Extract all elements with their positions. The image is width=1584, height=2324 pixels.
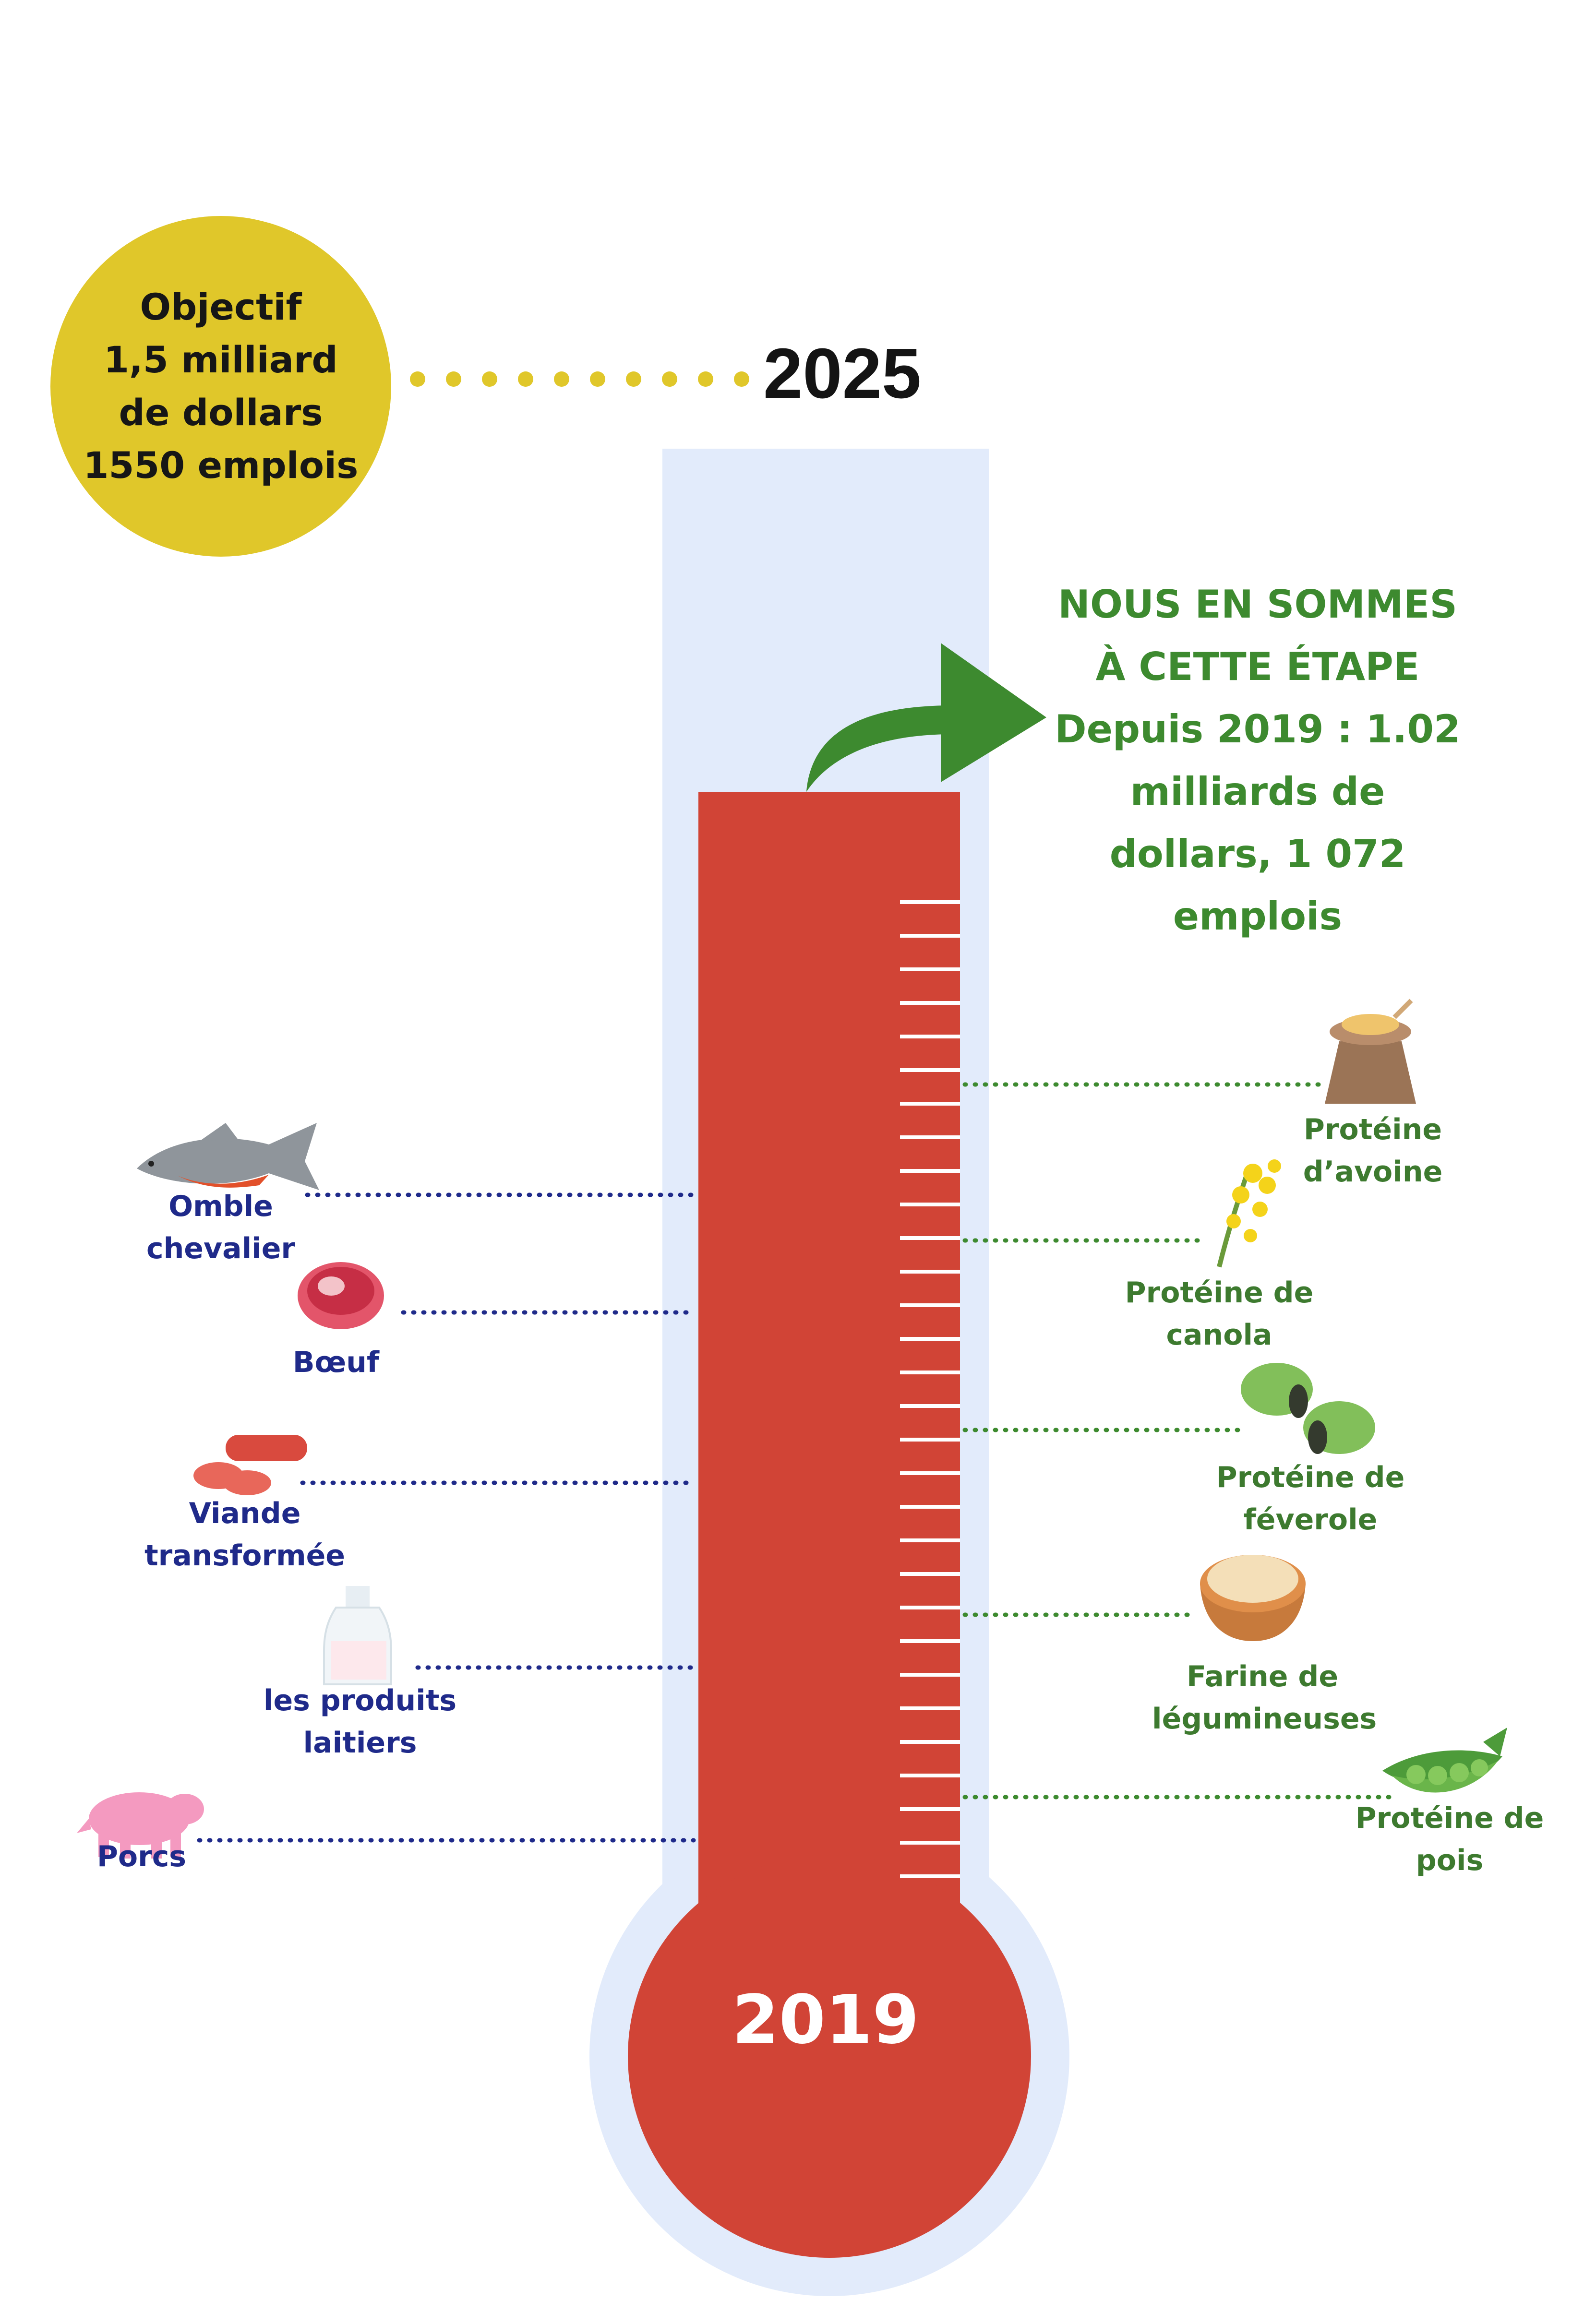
plant-connectors [962, 1082, 1394, 1800]
progress-arrow-icon [806, 643, 1046, 792]
goal-line: de dollars [119, 391, 323, 434]
thermometer-bulb [628, 1855, 1031, 2258]
thermometer-mercury [698, 792, 960, 1991]
sausage-icon [193, 1435, 307, 1495]
animal-label-dairy: les produits laitiers [263, 1684, 457, 1760]
plant-label-pea-protein: Protéine de pois [1355, 1801, 1544, 1877]
animal-label-pork: Porcs [96, 1840, 187, 1873]
fish-icon [137, 1123, 319, 1190]
status-line: dollars, 1 072 [1109, 832, 1406, 876]
milk-bottle-icon [323, 1586, 392, 1685]
goal-connector-dots [410, 371, 749, 387]
target-year: 2025 [763, 334, 922, 413]
current-status: NOUS EN SOMMES À CETTE ÉTAPE Depuis 2019… [1018, 573, 1498, 948]
status-line: À CETTE ÉTAPE [1095, 644, 1420, 689]
animal-label-beef: Bœuf [292, 1346, 380, 1379]
plant-label-pulse-flour: Farine de légumineuses [1152, 1660, 1377, 1736]
pig-icon [77, 1792, 204, 1859]
plant-label-oat-protein: Protéine d’avoine [1303, 1113, 1443, 1189]
animal-connectors [197, 1192, 696, 1843]
status-line: NOUS EN SOMMES [1058, 582, 1457, 627]
goal-line: 1,5 milliard [104, 338, 338, 381]
goal-line: Objectif [140, 286, 302, 328]
status-line: Depuis 2019 : 1.02 [1055, 707, 1461, 751]
status-line: milliards de [1130, 769, 1385, 814]
goal-line: 1550 emplois [83, 444, 359, 487]
status-line: emplois [1173, 894, 1343, 939]
steak-icon [298, 1262, 384, 1329]
canola-flower-icon [1217, 1159, 1281, 1268]
start-year: 2019 [732, 1981, 919, 2059]
plant-label-canola-protein: Protéine de canola [1125, 1276, 1314, 1352]
plant-label-fava-protein: Protéine de féverole [1216, 1461, 1405, 1537]
fava-bean-icon [1241, 1363, 1375, 1454]
oat-sack-icon [1325, 999, 1416, 1104]
animal-label-arctic-char: Omble chevalier [146, 1190, 295, 1265]
flour-bowl-icon [1200, 1555, 1306, 1641]
animal-label-processed-meat: Viande transformée [144, 1497, 345, 1573]
thermometer-ticks [900, 900, 960, 1878]
goal-badge: Objectif 1,5 milliard de dollars 1550 em… [50, 216, 391, 557]
pea-pod-icon [1382, 1728, 1507, 1793]
